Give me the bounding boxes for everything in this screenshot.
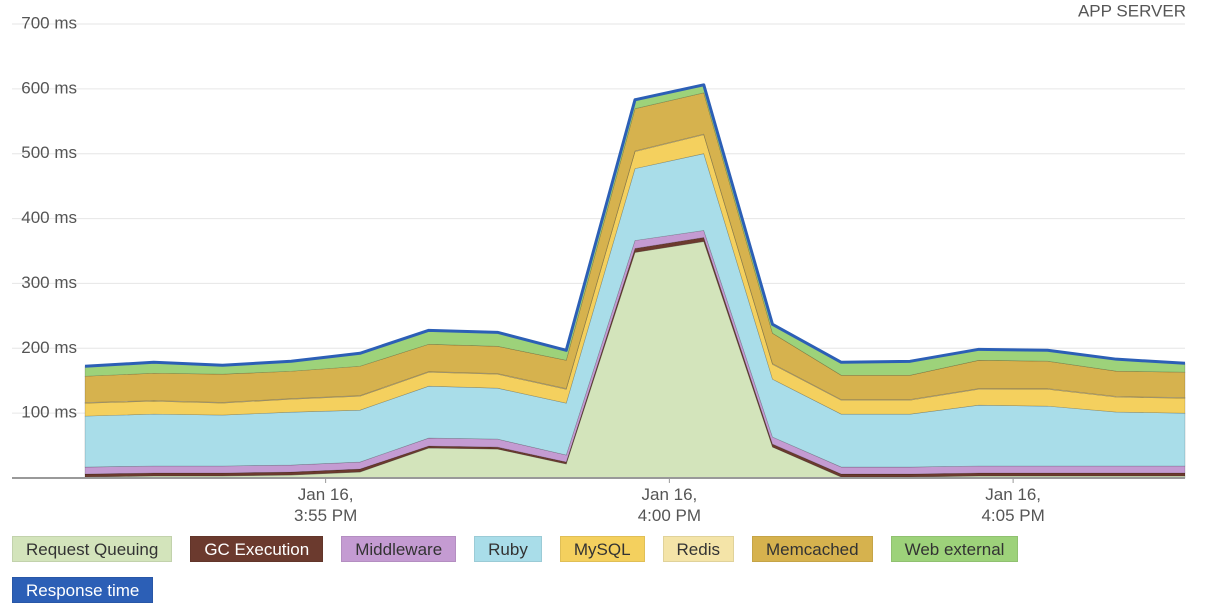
y-tick-label: 600 ms: [21, 78, 77, 97]
legend-item[interactable]: Redis: [662, 536, 734, 562]
legend-item[interactable]: Memcached: [752, 536, 873, 562]
response-line: [84, 83, 1186, 368]
y-tick-label: 100 ms: [21, 403, 77, 422]
legend-item[interactable]: MySQL: [559, 536, 645, 562]
legend-item[interactable]: Response time: [12, 577, 154, 603]
legend-item[interactable]: Request Queuing: [12, 536, 173, 562]
y-tick-label: 200 ms: [21, 338, 77, 357]
y-tick-label: 300 ms: [21, 273, 77, 292]
x-tick-label: Jan 16, 3:55 PM: [293, 485, 358, 525]
y-tick-label: 500 ms: [21, 143, 77, 162]
chart-title: APP SERVER: [1078, 1, 1186, 20]
area: [84, 134, 1186, 417]
legend-item[interactable]: Middleware: [341, 536, 457, 562]
legend-item[interactable]: GC Execution: [190, 536, 324, 562]
y-tick-label: 400 ms: [21, 208, 77, 227]
legend-item[interactable]: Ruby: [474, 536, 542, 562]
x-tick-label: Jan 16, 4:00 PM: [637, 485, 702, 525]
area: [84, 92, 1186, 403]
y-tick-label: 700 ms: [21, 13, 77, 32]
area: [84, 230, 1186, 475]
x-tick-label: Jan 16, 4:05 PM: [981, 485, 1045, 525]
legend: Request Queuing GC Execution Middleware Rub…: [12, 536, 1112, 603]
legend-item[interactable]: Web external: [890, 536, 1019, 562]
areas: [84, 84, 1186, 479]
chart: APP SERVER 100 ms 200 ms 300 ms 400 ms 500 m…: [12, 1, 1186, 483]
